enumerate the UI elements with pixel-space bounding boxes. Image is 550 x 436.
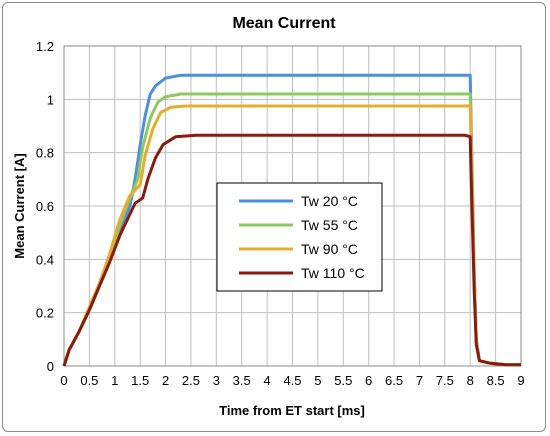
series-layer — [62, 73, 521, 367]
y-tick-label: 0.4 — [36, 252, 54, 267]
x-tick-label: 8 — [467, 373, 474, 388]
legend-label: Tw 20 °C — [301, 193, 358, 209]
y-tick-label: 0.6 — [36, 199, 54, 214]
series-line-4 — [62, 133, 521, 367]
x-tick-label: 5.5 — [334, 373, 352, 388]
x-tick-label: 7 — [416, 373, 423, 388]
x-tick-label: 4.5 — [283, 373, 301, 388]
y-tick-label: 0.2 — [36, 306, 54, 321]
y-tick-label: 1 — [47, 92, 54, 107]
y-tick-label: 0 — [47, 359, 54, 374]
x-tick-label: 1 — [111, 373, 118, 388]
x-tick-label: 7.5 — [436, 373, 454, 388]
x-tick-label: 0.5 — [80, 373, 98, 388]
x-tick-label: 3 — [213, 373, 220, 388]
y-tick-label: 0.8 — [36, 146, 54, 161]
legend: Tw 20 °C Tw 55 °C Tw 90 °C Tw 110 °C — [216, 182, 383, 292]
x-axis-title: Time from ET start [ms] — [219, 403, 365, 418]
legend-label: Tw 90 °C — [301, 241, 358, 257]
x-tick-label: 9 — [517, 373, 524, 388]
x-tick-label: 5 — [314, 373, 321, 388]
x-tick-label: 4 — [263, 373, 270, 388]
x-tick-label: 2 — [162, 373, 169, 388]
x-tick-label: 8.5 — [487, 373, 505, 388]
y-tick-label: 1.2 — [36, 39, 54, 54]
x-tick-label: 2.5 — [182, 373, 200, 388]
x-tick-label: 1.5 — [131, 373, 149, 388]
x-tick-label: 6.5 — [385, 373, 403, 388]
chart-title: Mean Current — [232, 15, 336, 32]
x-tick-label: 6 — [365, 373, 372, 388]
x-tick-label: 0 — [60, 373, 67, 388]
y-axis-title: Mean Current [A] — [12, 153, 27, 258]
axis-ticks: 0 0.5 1 1.5 2 2.5 3 3.5 4 4.5 5 5.5 6 6.5 7 7.5 8 8.5 9 0 0.… — [36, 39, 525, 388]
legend-label: Tw 55 °C — [301, 217, 358, 233]
plot-area — [63, 45, 522, 367]
x-tick-label: 3.5 — [233, 373, 251, 388]
legend-label: Tw 110 °C — [301, 265, 365, 281]
